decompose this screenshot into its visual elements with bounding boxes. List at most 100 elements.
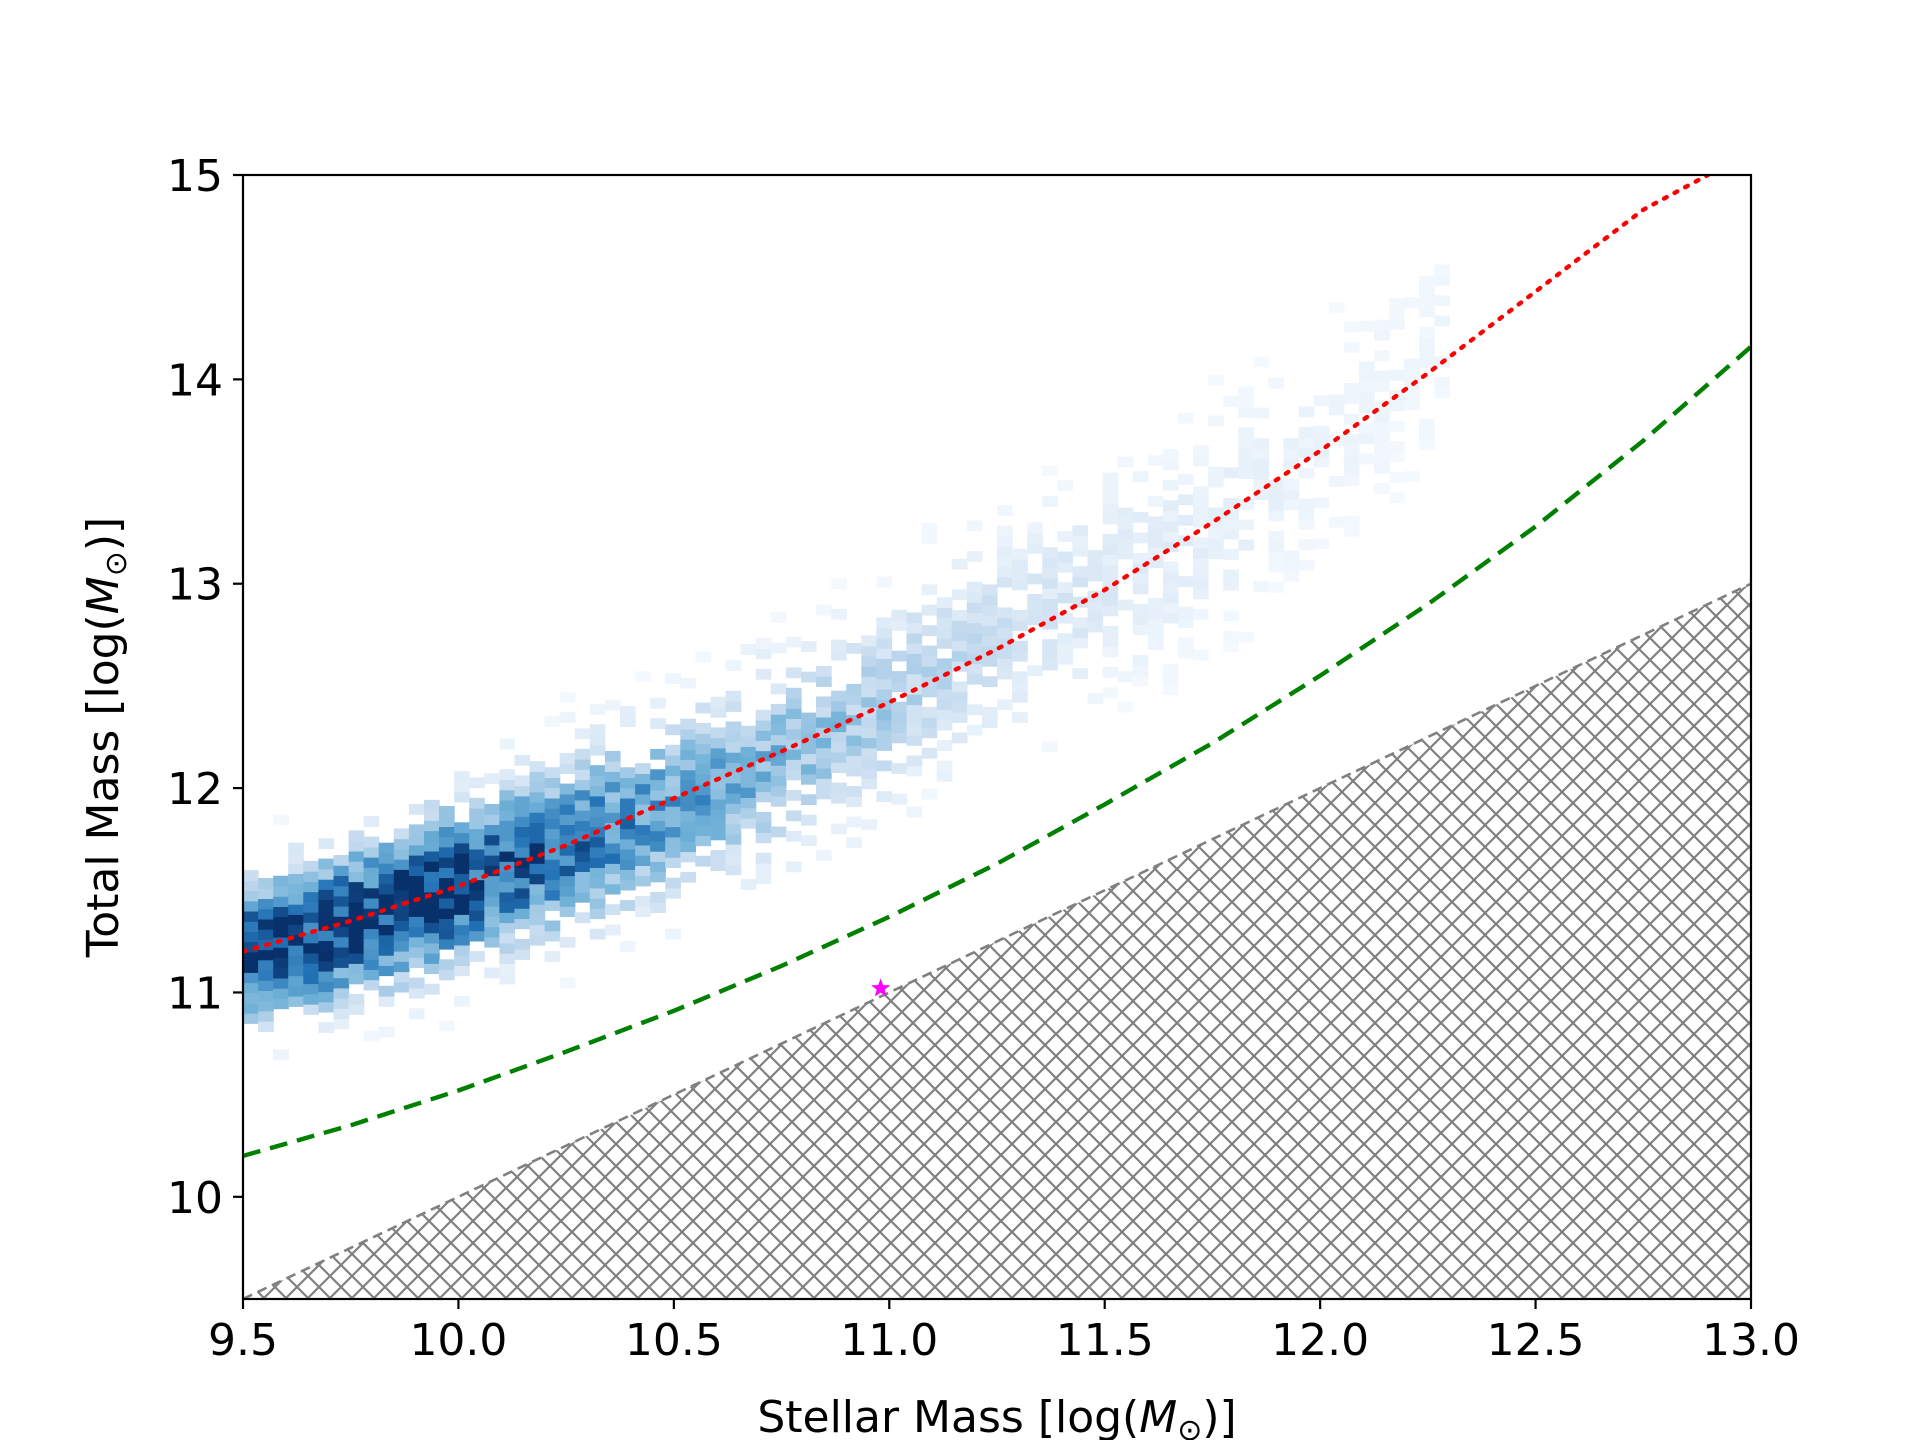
heatmap-cell [243, 880, 259, 892]
heatmap-cell [559, 783, 576, 795]
y-axis-label-sub: ⊙ [99, 551, 134, 576]
heatmap-cell [1313, 395, 1330, 407]
heatmap-cell [936, 678, 953, 690]
heatmap-cell [544, 920, 561, 932]
heatmap-cell [1283, 448, 1300, 460]
heatmap-cell [921, 706, 938, 718]
heatmap-cell [1358, 361, 1375, 373]
heatmap-cell [1404, 399, 1420, 411]
heatmap-cell [454, 853, 470, 864]
heatmap-cell [1117, 671, 1134, 682]
y-axis-label-close: )] [78, 517, 129, 551]
heatmap-cell [408, 865, 425, 876]
heatmap-cell [604, 853, 621, 864]
heatmap-cell [1162, 561, 1179, 573]
heatmap-cell [1434, 377, 1450, 388]
heatmap-cell [499, 779, 516, 791]
heatmap-cell [785, 861, 802, 873]
heatmap-cell [1419, 326, 1435, 338]
heatmap-cell [303, 891, 319, 903]
heatmap-cell [680, 831, 696, 842]
heatmap-cell [1147, 639, 1164, 650]
heatmap-cell [1419, 357, 1435, 369]
heatmap-cell [574, 820, 591, 832]
heatmap-cell [876, 648, 893, 659]
heatmap-cell [801, 753, 817, 765]
x-tick-label: 10.0 [409, 1315, 507, 1366]
heatmap-cell [499, 769, 516, 780]
heatmap-cell [1434, 264, 1450, 276]
heatmap-cell [695, 855, 712, 867]
heatmap-cell [1358, 392, 1375, 404]
heatmap-cell [454, 781, 470, 793]
heatmap-cell [303, 1004, 319, 1015]
heatmap-cell [454, 791, 470, 803]
heatmap-cell [393, 920, 410, 932]
heatmap-cell [1162, 612, 1179, 624]
heatmap-cell [1268, 490, 1285, 501]
heatmap-cell [333, 957, 350, 968]
heatmap-cell [439, 897, 455, 909]
heatmap-cell [725, 721, 742, 733]
heatmap-cell [906, 694, 923, 705]
heatmap-cell [484, 824, 500, 836]
heatmap-cell [695, 794, 712, 806]
heatmap-cell [876, 760, 893, 772]
x-tick-label: 11.0 [840, 1315, 938, 1366]
heatmap-cell [499, 891, 516, 903]
y-tick-label: 13 [167, 560, 223, 611]
heatmap-cell [408, 926, 425, 938]
heatmap-cell [303, 901, 319, 913]
heatmap-cell [469, 869, 485, 881]
heatmap-cell [785, 708, 802, 719]
heatmap-cell [604, 863, 621, 875]
heatmap-cell [650, 718, 666, 729]
heatmap-cell [559, 834, 576, 846]
heatmap-cell [816, 849, 832, 861]
heatmap-cell [1012, 610, 1028, 621]
heatmap-cell [544, 900, 561, 911]
heatmap-cell [1343, 434, 1360, 445]
heatmap-cell [348, 932, 365, 944]
heatmap-cell [1072, 668, 1089, 680]
heatmap-cell [755, 709, 772, 721]
heatmap-cell [1283, 550, 1300, 562]
heatmap-cell [785, 769, 802, 781]
heatmap-cell [876, 740, 893, 751]
heatmap-cell [710, 819, 727, 831]
heatmap-cell [665, 928, 681, 940]
heatmap-cell [439, 857, 455, 868]
heatmap-cell [318, 950, 335, 962]
y-tick-label: 14 [167, 355, 223, 406]
heatmap-cell [816, 706, 832, 718]
heatmap-cell [393, 951, 410, 962]
heatmap-cell [1057, 633, 1073, 645]
x-axis-ticks: 9.5 10.0 10.5 11.0 11.5 12.0 12.5 13.0 [208, 1299, 1800, 1366]
heatmap-cell [544, 838, 561, 850]
heatmap-cell [891, 701, 908, 713]
heatmap-cell [785, 718, 802, 730]
heatmap-cell [861, 717, 877, 728]
heatmap-cell [559, 814, 576, 825]
heatmap-cell [966, 704, 983, 716]
heatmap-cell [1419, 347, 1435, 359]
heatmap-cell [1012, 569, 1028, 580]
heatmap-cell [1072, 566, 1089, 577]
heatmap-cell [861, 645, 877, 657]
x-axis-label-sub: ⊙ [1177, 1413, 1202, 1440]
heatmap-cell [273, 1049, 289, 1061]
heatmap-cell [469, 920, 485, 932]
heatmap-cell [1208, 538, 1224, 549]
heatmap-cell [469, 777, 485, 789]
heatmap-cell [951, 620, 968, 631]
heatmap-cell [1042, 659, 1058, 671]
heatmap-cell [559, 855, 576, 866]
heatmap-cell [997, 576, 1013, 588]
heatmap-cell [755, 750, 772, 762]
heatmap-cell [951, 681, 968, 693]
heatmap-cell [725, 752, 742, 763]
heatmap-cell [1147, 536, 1164, 548]
heatmap-cell [544, 716, 561, 727]
heatmap-cell [876, 668, 893, 680]
heatmap-cell [650, 779, 666, 791]
